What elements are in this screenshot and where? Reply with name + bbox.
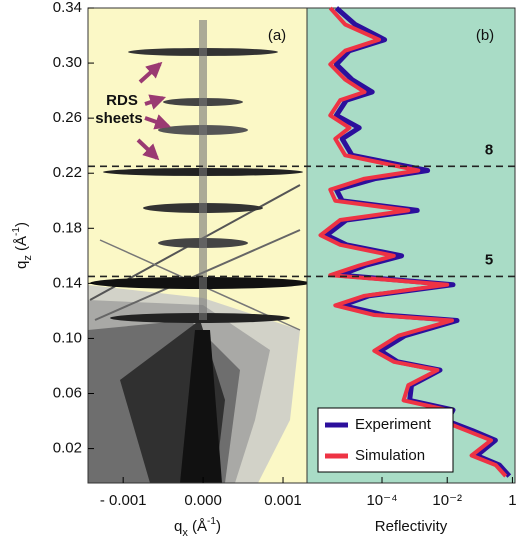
legend-box <box>317 407 454 473</box>
y-tick-label: 0.10 <box>53 329 82 346</box>
y-axis-label: qz (Å-1) <box>11 222 34 269</box>
label-part: (Å <box>13 236 30 255</box>
label-part: x <box>182 527 188 539</box>
x-tick-label: - 0.001 <box>100 492 147 509</box>
x-axis-label: qx (Å-1) <box>174 516 221 539</box>
arrow <box>136 138 160 161</box>
guide-label: 5 <box>485 251 493 268</box>
label-part: q <box>174 518 182 535</box>
label-part: (Å <box>188 518 207 535</box>
x-tick-label: 10⁻⁴ <box>366 492 397 509</box>
contour-image <box>88 20 307 483</box>
arrow <box>138 61 163 84</box>
annotation: RDS <box>106 92 138 109</box>
y-tick-label: 0.02 <box>53 440 82 457</box>
label-part: -1 <box>11 227 22 236</box>
y-tick-label: 0.30 <box>53 54 82 71</box>
series-line <box>318 6 508 478</box>
y-tick-label: 0.26 <box>53 109 82 126</box>
y-tick-label: 0.18 <box>53 219 82 236</box>
x-tick-label: 10⁻² <box>432 492 462 509</box>
label-part: z <box>22 255 34 261</box>
guide-label: 8 <box>485 141 493 158</box>
label-part: -1 <box>207 516 216 527</box>
y-tick-label: 0.22 <box>53 164 82 181</box>
x-axis-label: Reflectivity <box>375 518 448 535</box>
panel-label: (a) <box>268 27 286 44</box>
annotation-arrows <box>136 61 172 161</box>
contour-streak <box>199 20 207 320</box>
panel-label: (b) <box>476 27 494 44</box>
annotation: sheets <box>95 110 143 127</box>
label-part: ) <box>216 518 221 535</box>
contour-streak <box>90 277 307 289</box>
x-tick-label: 1 <box>508 492 516 509</box>
arrow <box>144 94 167 110</box>
label-part: ) <box>13 222 30 227</box>
label-part: q <box>13 261 30 269</box>
y-tick-label: 0.14 <box>53 274 82 291</box>
y-tick-label: 0.06 <box>53 384 82 401</box>
legend-label: Simulation <box>355 447 425 464</box>
arrow <box>144 114 172 130</box>
y-tick-label: 0.34 <box>53 0 82 16</box>
legend-label: Experiment <box>355 416 432 433</box>
contour-region <box>180 330 222 483</box>
x-tick-label: 0.001 <box>264 492 302 509</box>
x-tick-label: 0.000 <box>184 492 222 509</box>
contour-streak <box>94 229 301 321</box>
plot-frame <box>87 7 516 484</box>
